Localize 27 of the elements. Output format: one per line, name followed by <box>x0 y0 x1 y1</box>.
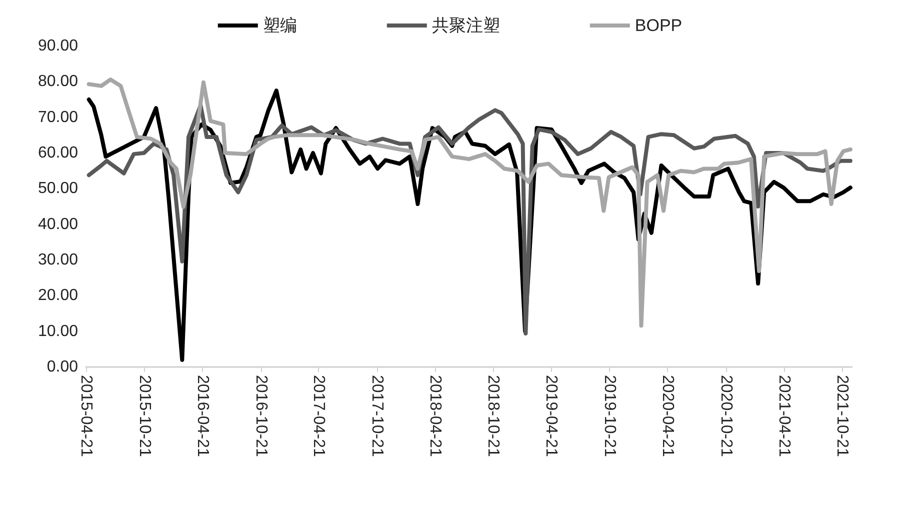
x-tick-label: 2019-10-21 <box>600 375 618 457</box>
x-tick-label: 2015-04-21 <box>78 375 94 457</box>
x-tick-label: 2016-10-21 <box>252 375 270 457</box>
y-tick-label: 40.00 <box>38 216 78 233</box>
x-tick-label: 2017-04-21 <box>310 375 328 457</box>
y-tick-label: 60.00 <box>38 144 78 162</box>
y-tick-label: 10.00 <box>38 322 78 340</box>
y-tick-label: 70.00 <box>38 108 78 126</box>
x-tick-label: 2018-10-21 <box>484 375 502 457</box>
x-tick-label: 2021-10-21 <box>834 375 851 457</box>
y-tick-label: 30.00 <box>38 252 78 268</box>
legend-label: BOPP <box>634 16 682 35</box>
y-tick-label: 50.00 <box>38 180 78 198</box>
y-tick-label: 90.00 <box>38 38 78 54</box>
x-tick-label: 2019-04-21 <box>542 375 560 457</box>
x-tick-label: 2020-04-21 <box>659 375 676 457</box>
x-tick-label: 2018-04-21 <box>426 375 444 457</box>
y-tick-label: 20.00 <box>38 287 78 304</box>
x-tick-label: 2017-10-21 <box>368 375 386 457</box>
legend-label: 塑编 <box>262 16 297 35</box>
y-tick-label: 0.00 <box>46 358 78 376</box>
x-tick-label: 2015-10-21 <box>136 375 153 457</box>
x-tick-label: 2021-04-21 <box>775 375 792 457</box>
legend-label: 共聚注塑 <box>432 16 500 35</box>
y-tick-label: 80.00 <box>38 73 78 90</box>
x-tick-label: 2016-04-21 <box>194 375 212 457</box>
x-tick-label: 2020-10-21 <box>717 375 734 457</box>
